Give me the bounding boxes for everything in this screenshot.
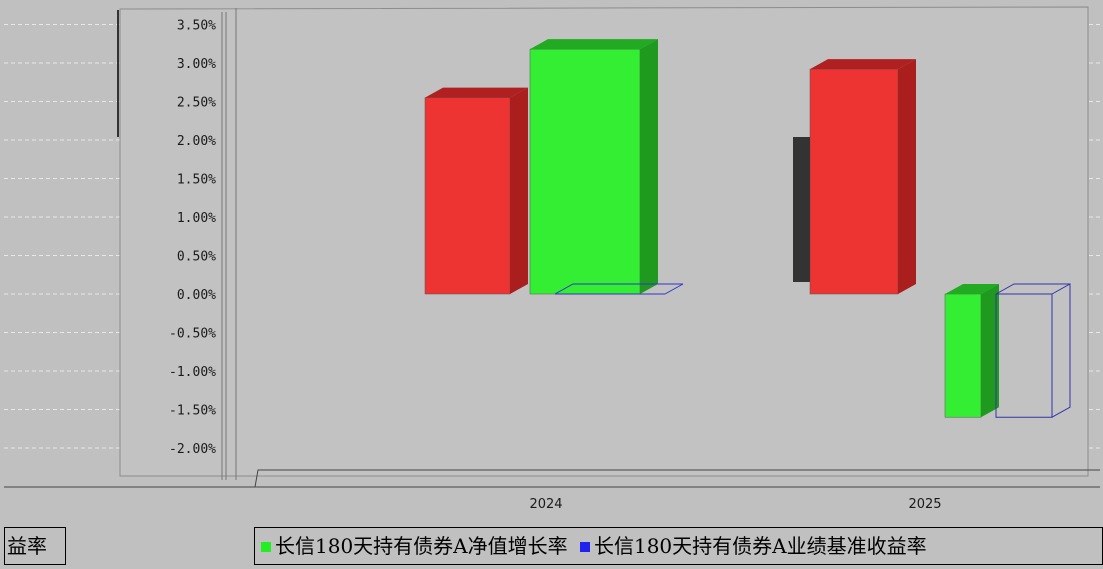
floor-edge — [4, 469, 1100, 488]
legend-swatch-blue — [579, 541, 590, 552]
bar-2024-green-front — [529, 48, 641, 295]
bar-2024-red-front — [424, 97, 511, 295]
x-tick-label: 2025 — [908, 497, 941, 512]
y-tick-label: 3.00% — [177, 57, 216, 72]
bar-2024-green-side — [640, 39, 658, 294]
y-tick-label: 0.50% — [177, 250, 216, 265]
bar-2025-red — [809, 59, 916, 295]
bar-2025-blue-outline — [995, 283, 1071, 418]
bar-2025-green-side — [981, 284, 999, 418]
y-tick-label: 2.00% — [177, 134, 216, 149]
y-tick-label: -1.50% — [169, 404, 216, 419]
bar-2025-green — [944, 284, 999, 418]
bar-2024-red-top — [425, 87, 528, 98]
bar-2024-blue — [554, 283, 684, 295]
tick-labels: -2.00% -1.50% -1.00% -0.50% 0.00% 0.50% 1.00% 1… — [169, 19, 942, 513]
legend-series2-label: 长信180天持有债券A业绩基准收益率 — [593, 534, 927, 558]
y-tick-label: -1.00% — [169, 365, 216, 380]
bar-2024-green — [529, 39, 658, 295]
bar-2024-blue-outline — [554, 283, 684, 295]
legend-series1-label: 长信180天持有债券A净值增长率 — [275, 534, 568, 558]
bar-2025-red-front — [809, 68, 899, 295]
bar-2025-red-top — [810, 59, 916, 70]
legend-fragment: 益率 — [4, 527, 66, 565]
y-tick-label: -2.00% — [169, 442, 216, 457]
legend: 长信180天持有债券A净值增长率 长信180天持有债券A业绩基准收益率 — [254, 527, 1103, 565]
bar-2025-dark-strip — [793, 137, 810, 282]
bars — [424, 39, 1071, 418]
y-tick-label: 0.00% — [177, 288, 216, 303]
bar-2025-green-front — [944, 293, 982, 418]
y-tick-label: 2.50% — [177, 96, 216, 111]
y-tick-label: 1.00% — [177, 211, 216, 226]
bar-2025-red-side — [898, 59, 916, 294]
y-tick-label: -0.50% — [169, 327, 216, 342]
legend-fragment-text: 益率 — [7, 534, 47, 558]
y-tick-label: 1.50% — [177, 173, 216, 188]
bar-2025-blue — [995, 283, 1071, 418]
legend-swatch-green — [261, 541, 271, 552]
x-tick-label: 2024 — [529, 497, 562, 512]
bar-2024-red-side — [510, 87, 528, 295]
y-tick-label: 3.50% — [177, 19, 216, 34]
bar-2024-red — [424, 87, 528, 295]
bar-2024-green-top — [530, 39, 658, 50]
